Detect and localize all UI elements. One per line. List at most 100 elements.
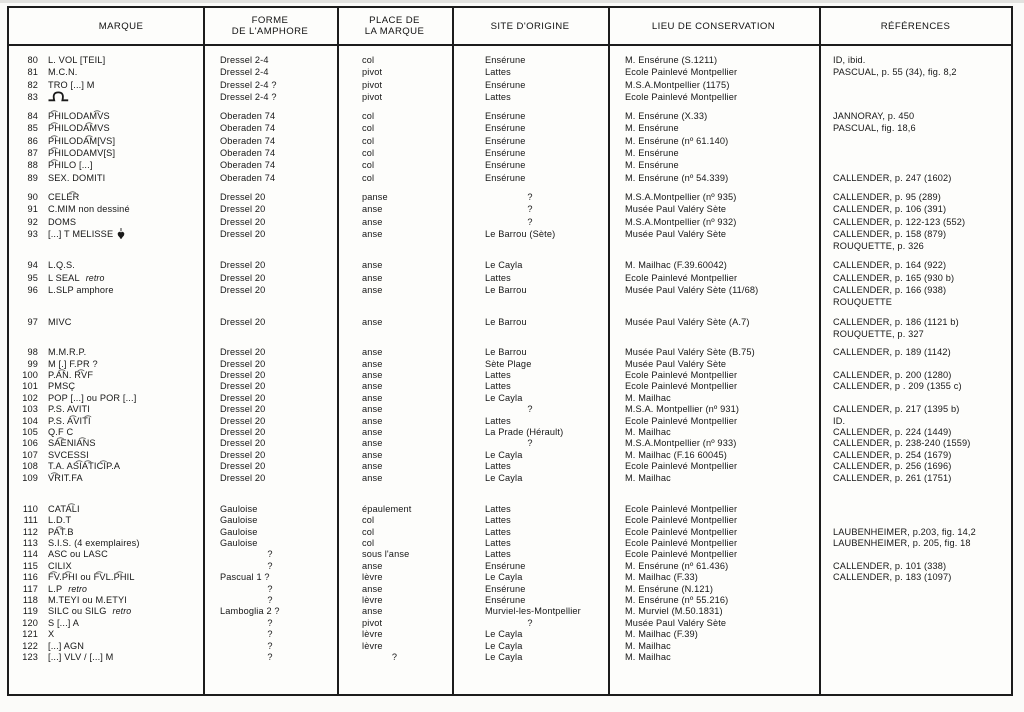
- cell-reference: [819, 549, 1011, 560]
- cell-marque: V͡RIT.FA: [48, 472, 83, 483]
- cell-place-marque: anse: [362, 381, 383, 392]
- cell-forme-amphore: Dressel 20: [220, 415, 266, 426]
- cell-marque: POP [...] ou POR [...]: [48, 392, 137, 403]
- cell-place-marque: col: [362, 123, 375, 134]
- cell-reference: CALLENDER, p. 122-123 (552): [833, 216, 966, 227]
- cell-reference: CALLENDER, p. 224 (1449): [833, 426, 952, 437]
- cell-site-origine: Ensérune: [485, 160, 526, 171]
- cell-marque: SEX. DOMITI: [48, 172, 106, 183]
- cell-site-origine: Le Cayla: [485, 629, 523, 640]
- cell-forme-amphore: Dressel 2-4 ?: [220, 91, 277, 102]
- cell-marque: P͡HILODAM͡VS: [48, 111, 110, 122]
- cell-place-marque: anse: [362, 228, 383, 239]
- cell-lieu-conservation: Musée Paul Valéry Sète: [625, 617, 727, 628]
- cell-marque: P.S. A͡VIT͡I: [48, 415, 91, 426]
- cell-forme-amphore: Gauloise: [220, 503, 258, 514]
- cell-forme-amphore: Oberaden 74: [220, 160, 276, 171]
- cell-empty: [337, 328, 452, 340]
- cell-reference: [819, 359, 1011, 370]
- cell-reference: CALLENDER, p. 217 (1395 b): [833, 404, 960, 415]
- cell-row-number: 85: [27, 123, 38, 134]
- table-row: 122 [...] AGN? lèvre Le Cayla M. Mailhac: [9, 641, 1011, 652]
- cell-marque: SA͡ENIA͡NS: [48, 438, 96, 449]
- cell-marque: L.P retro: [48, 583, 88, 594]
- cell-site-origine: ?: [527, 191, 533, 202]
- cell-forme-amphore: Dressel 20: [220, 260, 266, 271]
- table-row: 82 TRO [...] M Dressel 2-4 ? pivot Ensérune M…: [9, 79, 1011, 91]
- cell-site-origine: Ensérune: [485, 55, 526, 65]
- cell-empty: [45, 296, 203, 308]
- cell-row-number: 92: [27, 216, 38, 227]
- cell-reference: [819, 584, 1011, 595]
- cell-forme-amphore: Dressel 20: [220, 461, 266, 472]
- cell-forme-amphore: Dressel 2-4: [220, 67, 269, 78]
- cell-place-marque: pivot: [362, 91, 383, 102]
- cell-marque: M.TEYI ou M.ETYI: [48, 595, 127, 606]
- cell-place-marque: anse: [362, 204, 383, 215]
- cell-place-marque: anse: [362, 370, 383, 381]
- cell-row-number: 118: [22, 595, 38, 606]
- cell-marque: M.C.N.: [48, 67, 78, 78]
- table-row: 115 CILIX? anse Ensérune M. Ensérune (nº 61.…: [9, 561, 1011, 572]
- cell-marque: PMSÇ: [48, 381, 76, 392]
- row-group: 90 CELE͡R Dressel 20 panse? M.S.A.Montpellie…: [9, 191, 1011, 252]
- cell-site-origine: Lattes: [485, 503, 511, 514]
- cell-empty: [608, 328, 819, 340]
- column-divider: [819, 8, 821, 694]
- cell-marque: L.Q.S.: [48, 260, 75, 271]
- column-header-label: RÉFÉRENCES: [880, 21, 951, 32]
- table-row: 99 M [.] F.PR ? Dressel 20 anse Sète Plage Mu…: [9, 359, 1011, 370]
- cell-row-number: 87: [27, 148, 38, 159]
- cell-reference: JANNORAY, p. 450: [833, 111, 915, 122]
- cell-site-origine: Le Barrou (Sète): [485, 228, 556, 239]
- cell-lieu-conservation: M.S.A.Montpellier (nº 933): [625, 438, 737, 449]
- cell-empty: [45, 240, 203, 252]
- cell-lieu-conservation: M. Mailhac (F.39): [625, 629, 699, 640]
- table-row: 111 L.D.T Gauloise col Lattes Ecole Painlevé …: [9, 515, 1011, 526]
- cell-forme-amphore: Dressel 20: [220, 358, 266, 369]
- table-row: 84 P͡HILODAM͡VS Oberaden 74 col Ensérune M. E…: [9, 110, 1011, 122]
- cell-row-number: 110: [22, 503, 38, 514]
- table-row: 98 M.M.R.P. Dressel 20 anse Le Barrou Musée P…: [9, 347, 1011, 358]
- cell-reference: [819, 79, 1011, 91]
- table-row: 95 L SEAL retro Dressel 20 anse Lattes Ecole P…: [9, 272, 1011, 284]
- cell-site-origine: Lattes: [485, 515, 511, 526]
- cell-reference: CALLENDER, p. 189 (1142): [833, 347, 951, 358]
- marque-note: retro: [68, 583, 88, 594]
- cell-row-number: 123: [22, 652, 38, 662]
- row-group: 98 M.M.R.P. Dressel 20 anse Le Barrou Musée P…: [9, 347, 1011, 484]
- cell-forme-amphore: ?: [267, 629, 273, 640]
- cell-row-number: 119: [22, 606, 38, 617]
- table-row: 83 Dressel 2-4 ? pivot Lattes Ecole Painlevé…: [9, 91, 1011, 103]
- cell-marque: PA͡T.B: [48, 526, 74, 537]
- cell-lieu-conservation: Musée Paul Valéry Sète: [625, 358, 727, 369]
- cell-reference: [819, 393, 1011, 404]
- cell-lieu-conservation: M. Ensérune (nº 55.216): [625, 595, 729, 606]
- cell-row-number: 98: [27, 347, 38, 358]
- column-header-label: LIEU DE CONSERVATION: [651, 21, 776, 32]
- cell-place-marque: col: [362, 55, 375, 65]
- cell-site-origine: Lattes: [485, 272, 511, 283]
- cell-place-marque: anse: [362, 472, 383, 483]
- table-row: 101 PMSÇ Dressel 20 anse Lattes Ecole Painlev…: [9, 381, 1011, 392]
- cell-marque: P͡HILODA͡MVS: [48, 123, 110, 134]
- cell-lieu-conservation: M. Ensérune (nº 54.339): [625, 172, 729, 183]
- cell-forme-amphore: ?: [267, 583, 273, 594]
- cell-reference: ID.: [833, 415, 846, 426]
- cell-reference: [819, 135, 1011, 147]
- cell-lieu-conservation: M. Mailhac: [625, 472, 671, 483]
- cell-row-number: 81: [27, 67, 38, 78]
- cell-reference: CALLENDER, p. 106 (391): [833, 204, 947, 215]
- cell-marque: [...] VLV / [...] M: [48, 652, 114, 662]
- cell-marque: SVCESSI: [48, 449, 89, 460]
- cell-place-marque: anse: [362, 260, 383, 271]
- cell-site-origine: Ensérune: [485, 595, 526, 606]
- cell-empty: [9, 240, 45, 252]
- cell-row-number: 116: [22, 572, 38, 583]
- column-divider: [203, 8, 205, 694]
- column-header-lieu: LIEU DE CONSERVATION: [608, 21, 819, 32]
- column-header-site: SITE D'ORIGINE: [452, 21, 608, 32]
- cell-marque: M [.] F.PR ?: [48, 358, 98, 369]
- cell-place-marque: pivot: [362, 79, 383, 90]
- cell-lieu-conservation: Ecole Painlevé Montpellier: [625, 526, 738, 537]
